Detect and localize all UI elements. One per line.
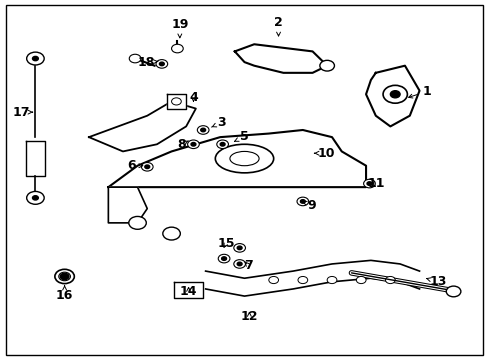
Circle shape <box>319 60 334 71</box>
Text: 17: 17 <box>12 105 32 119</box>
Polygon shape <box>174 282 203 298</box>
Polygon shape <box>89 102 196 152</box>
Circle shape <box>233 244 245 252</box>
Circle shape <box>59 272 70 281</box>
Text: 12: 12 <box>240 310 258 323</box>
Circle shape <box>385 276 394 284</box>
Circle shape <box>159 62 164 66</box>
Text: 2: 2 <box>274 16 283 36</box>
Text: 3: 3 <box>211 116 225 129</box>
Circle shape <box>163 227 180 240</box>
Circle shape <box>62 275 67 278</box>
Circle shape <box>32 196 38 200</box>
Circle shape <box>300 200 305 203</box>
Text: 4: 4 <box>189 91 198 104</box>
Circle shape <box>144 165 149 168</box>
Circle shape <box>237 262 242 266</box>
Text: 9: 9 <box>301 198 315 212</box>
Circle shape <box>296 197 308 206</box>
Circle shape <box>218 254 229 263</box>
Circle shape <box>221 257 226 260</box>
Polygon shape <box>26 141 45 176</box>
Circle shape <box>389 91 399 98</box>
Circle shape <box>446 286 460 297</box>
Text: 13: 13 <box>426 275 446 288</box>
Polygon shape <box>108 187 147 223</box>
Text: 7: 7 <box>244 259 252 272</box>
Circle shape <box>197 126 208 134</box>
Circle shape <box>156 60 167 68</box>
Text: 1: 1 <box>408 85 430 98</box>
Polygon shape <box>108 130 366 187</box>
Circle shape <box>60 273 69 280</box>
Circle shape <box>356 276 366 284</box>
Circle shape <box>187 140 199 149</box>
Polygon shape <box>166 94 186 109</box>
Text: 15: 15 <box>217 237 234 250</box>
Text: 14: 14 <box>180 285 197 298</box>
Text: 10: 10 <box>314 147 334 160</box>
Circle shape <box>129 54 141 63</box>
Circle shape <box>171 98 181 105</box>
Circle shape <box>382 85 407 103</box>
Circle shape <box>363 179 374 188</box>
Circle shape <box>128 216 146 229</box>
Ellipse shape <box>229 152 259 166</box>
Circle shape <box>268 276 278 284</box>
Circle shape <box>32 57 38 61</box>
Circle shape <box>297 276 307 284</box>
Circle shape <box>201 128 205 132</box>
Circle shape <box>216 140 228 149</box>
Circle shape <box>366 182 371 185</box>
Text: 19: 19 <box>171 18 188 38</box>
Circle shape <box>220 143 224 146</box>
Circle shape <box>237 246 242 249</box>
Ellipse shape <box>215 144 273 173</box>
Circle shape <box>141 162 153 171</box>
Text: 8: 8 <box>177 138 188 151</box>
Text: 11: 11 <box>367 177 385 190</box>
Circle shape <box>191 143 196 146</box>
Text: 6: 6 <box>127 159 142 172</box>
Circle shape <box>55 269 74 284</box>
Text: 16: 16 <box>56 285 73 302</box>
Text: 18: 18 <box>137 55 158 69</box>
Circle shape <box>171 44 183 53</box>
Circle shape <box>233 260 245 268</box>
Circle shape <box>27 192 44 204</box>
Text: 5: 5 <box>234 130 248 143</box>
Circle shape <box>27 52 44 65</box>
Circle shape <box>326 276 336 284</box>
